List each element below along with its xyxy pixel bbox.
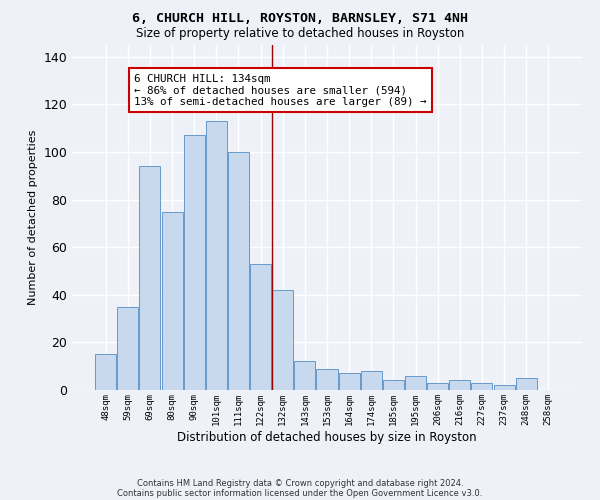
Bar	[338, 374, 359, 390]
Y-axis label: Number of detached properties: Number of detached properties	[28, 130, 38, 305]
Bar	[295, 362, 316, 390]
Bar	[427, 383, 448, 390]
Bar	[139, 166, 160, 390]
Bar	[494, 385, 515, 390]
Bar	[361, 371, 382, 390]
Bar	[515, 378, 536, 390]
Bar	[228, 152, 249, 390]
Bar	[383, 380, 404, 390]
Bar	[316, 368, 338, 390]
Text: Contains public sector information licensed under the Open Government Licence v3: Contains public sector information licen…	[118, 488, 482, 498]
Text: 6 CHURCH HILL: 134sqm
← 86% of detached houses are smaller (594)
13% of semi-det: 6 CHURCH HILL: 134sqm ← 86% of detached …	[134, 74, 427, 107]
Bar	[161, 212, 182, 390]
Bar	[449, 380, 470, 390]
X-axis label: Distribution of detached houses by size in Royston: Distribution of detached houses by size …	[177, 430, 477, 444]
Bar	[272, 290, 293, 390]
Bar	[405, 376, 426, 390]
Bar	[95, 354, 116, 390]
Text: Contains HM Land Registry data © Crown copyright and database right 2024.: Contains HM Land Registry data © Crown c…	[137, 478, 463, 488]
Bar	[472, 383, 493, 390]
Bar	[118, 306, 139, 390]
Bar	[184, 136, 205, 390]
Text: Size of property relative to detached houses in Royston: Size of property relative to detached ho…	[136, 28, 464, 40]
Bar	[250, 264, 271, 390]
Bar	[206, 121, 227, 390]
Text: 6, CHURCH HILL, ROYSTON, BARNSLEY, S71 4NH: 6, CHURCH HILL, ROYSTON, BARNSLEY, S71 4…	[132, 12, 468, 26]
